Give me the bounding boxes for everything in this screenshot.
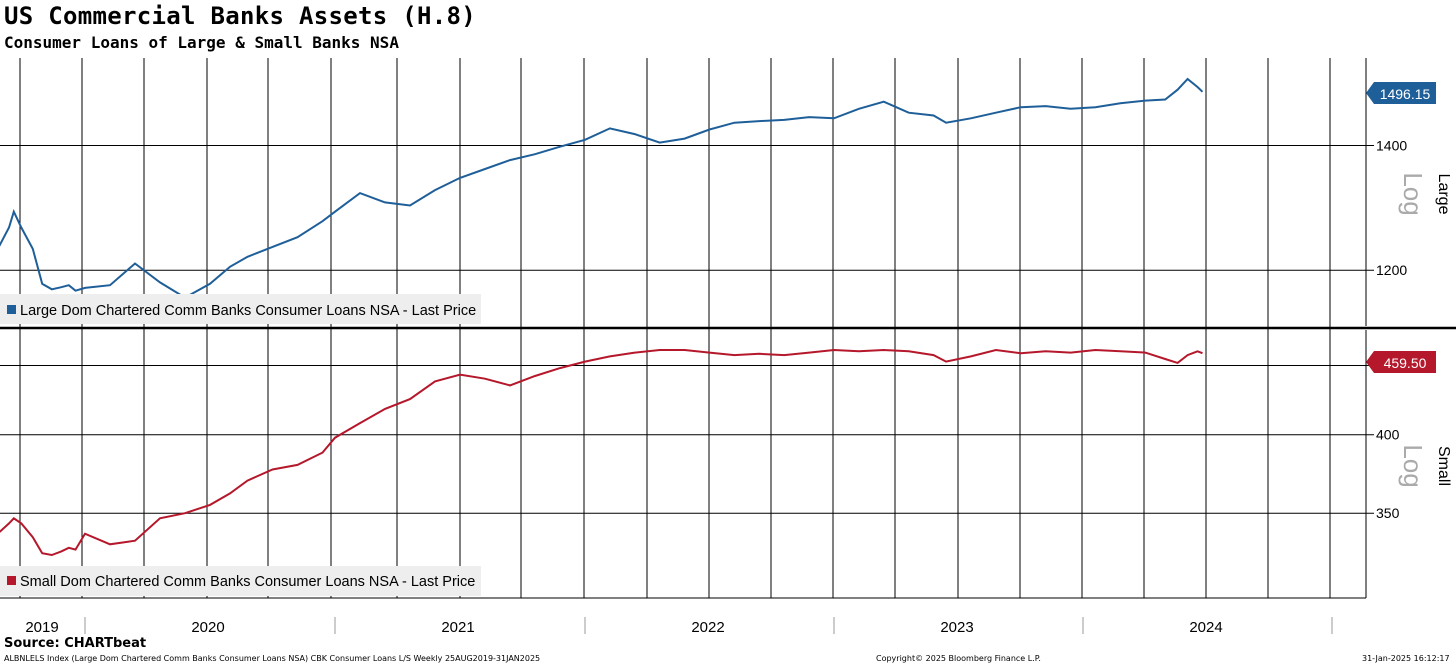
top-scale-label: Log xyxy=(1398,172,1428,215)
top-panel-grid: 1200 1400 xyxy=(0,138,1407,278)
top-axis-side-label: Large xyxy=(1435,174,1452,215)
bottom-legend-label: Small Dom Chartered Comm Banks Consumer … xyxy=(20,574,475,590)
copyright-footnote: Copyright© 2025 Bloomberg Finance L.P. xyxy=(876,654,1041,663)
x-axis-year-label: 2023 xyxy=(940,619,973,636)
bottom-last-value-text: 459.50 xyxy=(1384,355,1427,371)
bottom-legend-swatch xyxy=(7,576,16,585)
y-tick-label: 1200 xyxy=(1376,262,1407,278)
x-axis-year-label: 2020 xyxy=(191,619,224,636)
bottom-axis-side-label: Small xyxy=(1435,446,1452,486)
x-axis-year-label: 2022 xyxy=(691,619,724,636)
bottom-last-value-badge: 459.50 xyxy=(1366,351,1436,373)
source-note: Source: CHARTbeat xyxy=(4,636,147,651)
large-banks-series-line xyxy=(0,77,1204,299)
x-axis-year-label: 2021 xyxy=(441,619,474,636)
y-tick-label: 400 xyxy=(1376,427,1400,443)
x-axis-year-label: 2019 xyxy=(25,619,58,636)
top-legend-label: Large Dom Chartered Comm Banks Consumer … xyxy=(20,303,476,319)
chart-title: US Commercial Banks Assets (H.8) xyxy=(4,2,476,30)
vertical-gridlines xyxy=(19,58,1333,634)
x-axis-year-labels: 2019 2020 2021 2022 2023 2024 xyxy=(25,619,1222,636)
x-axis-year-label: 2024 xyxy=(1189,619,1222,636)
top-legend-swatch xyxy=(7,305,16,314)
index-footnote: ALBNLELS Index (Large Dom Chartered Comm… xyxy=(4,654,541,663)
y-tick-label: 350 xyxy=(1376,505,1400,521)
top-legend-box xyxy=(0,294,481,324)
top-last-value-text: 1496.15 xyxy=(1380,86,1431,102)
chart-subtitle: Consumer Loans of Large & Small Banks NS… xyxy=(4,33,399,52)
top-last-value-badge: 1496.15 xyxy=(1366,82,1436,104)
y-tick-label: 1400 xyxy=(1376,138,1407,154)
bottom-legend-box xyxy=(0,566,481,596)
bottom-panel-grid: 350400450 xyxy=(0,357,1400,521)
bottom-scale-label: Log xyxy=(1398,444,1428,487)
small-banks-series-line xyxy=(0,348,1203,557)
timestamp-footnote: 31-Jan-2025 16:12:17 xyxy=(1362,654,1450,663)
